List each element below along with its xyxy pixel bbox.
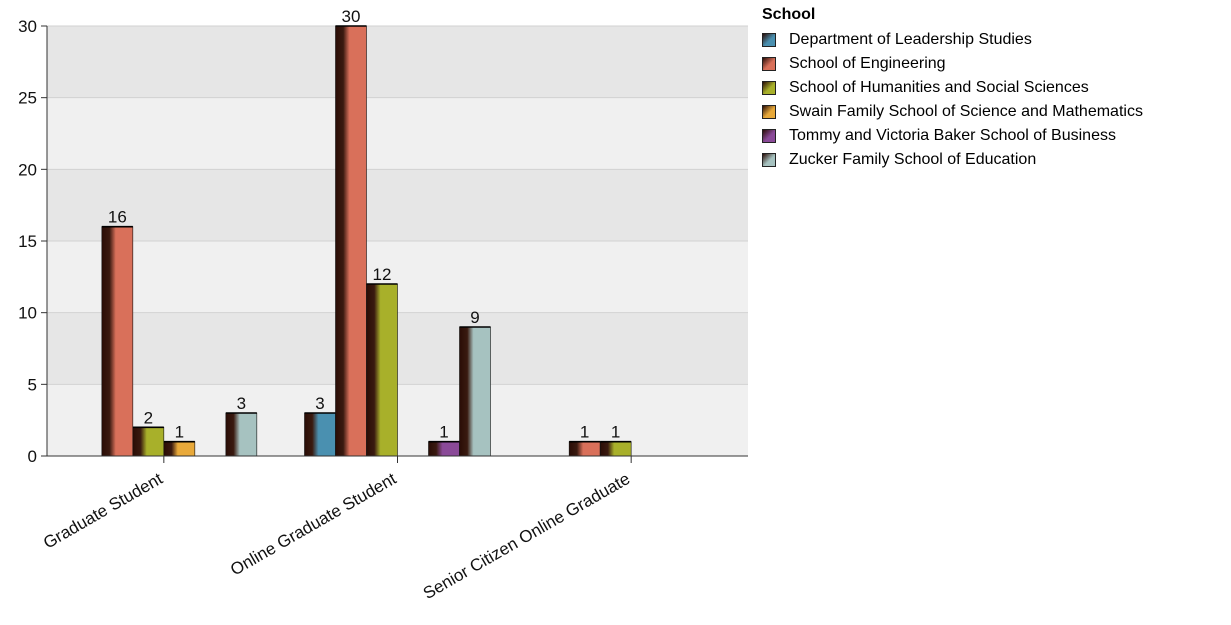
x-tick-label: Graduate Student <box>40 469 166 553</box>
y-tick-label: 10 <box>18 304 37 323</box>
legend-swatch <box>762 57 776 71</box>
x-tick-label: Online Graduate Student <box>227 469 400 580</box>
legend-label: Department of Leadership Studies <box>789 31 1032 48</box>
legend-label: School of Engineering <box>789 55 946 72</box>
legend-item: Swain Family School of Science and Mathe… <box>762 100 1143 124</box>
plot-band <box>47 97 748 170</box>
data-label: 3 <box>237 394 246 413</box>
legend: School Department of Leadership Studies S… <box>762 6 1143 172</box>
data-label: 1 <box>175 423 184 442</box>
legend-swatch <box>762 81 776 95</box>
data-label: 12 <box>373 265 392 284</box>
y-tick-label: 5 <box>28 375 37 394</box>
legend-items: Department of Leadership Studies School o… <box>762 28 1143 172</box>
y-tick-label: 15 <box>18 232 37 251</box>
bar <box>428 441 460 457</box>
bar <box>101 226 134 457</box>
legend-swatch <box>762 153 776 167</box>
data-label: 3 <box>315 394 324 413</box>
legend-label: School of Humanities and Social Sciences <box>789 79 1089 96</box>
plot-band <box>47 26 748 98</box>
legend-swatch <box>762 105 776 119</box>
data-label: 30 <box>342 7 361 26</box>
legend-swatch <box>762 33 776 47</box>
gridlines <box>47 25 748 385</box>
legend-swatch <box>762 129 776 143</box>
legend-item: School of Humanities and Social Sciences <box>762 76 1143 100</box>
legend-label: Zucker Family School of Education <box>789 151 1037 168</box>
data-label: 1 <box>439 423 448 442</box>
bar <box>304 412 336 457</box>
legend-item: School of Engineering <box>762 52 1143 76</box>
y-tick-label: 20 <box>18 160 37 179</box>
bars <box>101 25 632 457</box>
data-labels: 16 2 1 3 3 30 12 1 9 1 1 <box>108 7 621 442</box>
legend-label: Tommy and Victoria Baker School of Busin… <box>789 127 1116 144</box>
y-tick-label: 25 <box>18 89 37 108</box>
data-label: 2 <box>144 408 153 427</box>
bar <box>568 441 601 457</box>
x-tick-label: Senior Citizen Online Graduate <box>420 469 633 603</box>
data-label: 16 <box>108 208 127 227</box>
bar <box>163 441 196 457</box>
bar <box>459 326 491 457</box>
data-label: 1 <box>580 423 589 442</box>
legend-item: Tommy and Victoria Baker School of Busin… <box>762 124 1143 148</box>
bar <box>366 283 398 457</box>
y-tick-label: 30 <box>18 17 37 36</box>
bar <box>599 441 632 457</box>
data-label: 9 <box>470 308 479 327</box>
legend-item: Zucker Family School of Education <box>762 148 1143 172</box>
legend-item: Department of Leadership Studies <box>762 28 1143 52</box>
legend-title: School <box>762 6 816 23</box>
legend-label: Swain Family School of Science and Mathe… <box>789 103 1143 120</box>
bar <box>132 427 165 457</box>
bar <box>335 25 367 457</box>
y-tick-label: 0 <box>28 447 37 466</box>
plot-bands <box>47 26 748 456</box>
plot-band <box>47 169 748 241</box>
bar <box>225 412 258 457</box>
data-label: 1 <box>611 423 620 442</box>
